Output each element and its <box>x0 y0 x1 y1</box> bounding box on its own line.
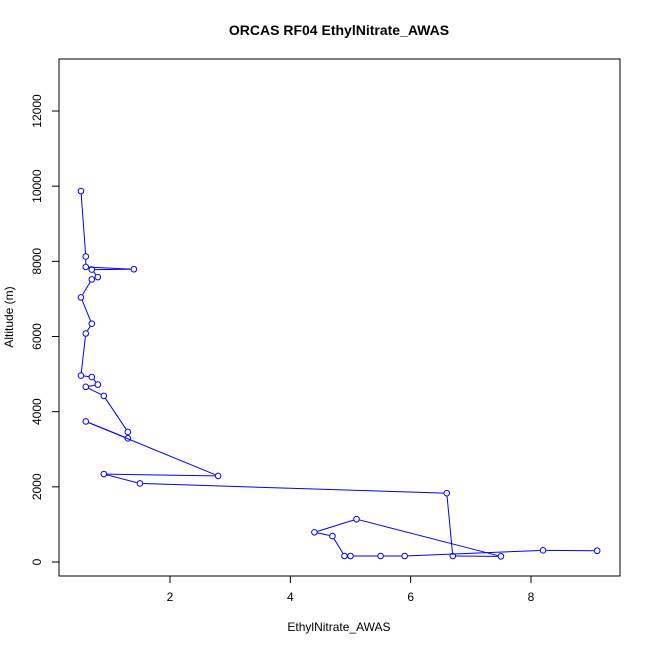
series-segment <box>143 483 444 494</box>
data-point <box>77 294 85 301</box>
data-point <box>124 428 132 436</box>
data-point <box>443 489 451 497</box>
data-point <box>100 392 108 400</box>
y-tick-label: 8000 <box>30 248 44 275</box>
series-segment <box>88 387 102 395</box>
y-axis: 0 2000 4000 6000 8000 10000 12000 <box>30 94 60 565</box>
y-tick-label: 0 <box>30 558 44 565</box>
data-point <box>124 435 132 442</box>
data-point <box>377 552 384 560</box>
series-segment <box>333 538 344 554</box>
data-point <box>401 552 408 560</box>
series-segment <box>87 326 91 332</box>
data-point <box>88 266 96 273</box>
series-segment <box>88 266 131 270</box>
series-segment <box>93 379 97 383</box>
series-segment <box>88 384 95 387</box>
series-group <box>77 187 601 560</box>
data-point <box>130 265 138 273</box>
series-segment <box>80 194 87 254</box>
data-point <box>449 552 457 560</box>
y-tick-label: 2000 <box>30 473 44 500</box>
series-segment <box>407 549 540 557</box>
data-point <box>539 547 547 554</box>
x-tick-label: 2 <box>167 590 174 604</box>
x-axis-label: EthylNitrate_AWAS <box>287 620 390 634</box>
y-tick-label: 6000 <box>30 323 44 350</box>
series-segment <box>80 336 86 373</box>
x-tick-label: 4 <box>287 590 294 604</box>
series-segment <box>81 300 92 321</box>
data-point <box>347 552 354 560</box>
data-point <box>353 515 360 523</box>
data-point <box>593 547 601 555</box>
data-point <box>100 470 108 478</box>
data-point <box>88 276 96 283</box>
y-tick-label: 12000 <box>30 94 44 128</box>
data-point <box>311 529 318 536</box>
series-segment <box>107 473 215 477</box>
data-point <box>214 472 222 480</box>
series-segment <box>84 375 89 378</box>
series-segment <box>82 281 91 295</box>
series-segment <box>317 519 354 532</box>
data-point <box>88 320 96 328</box>
data-point <box>77 372 85 379</box>
data-point <box>329 532 336 540</box>
data-point <box>82 383 90 391</box>
y-tick-label: 10000 <box>30 169 44 203</box>
series-segment <box>93 271 97 275</box>
data-point <box>82 253 90 260</box>
series-segment <box>359 519 498 557</box>
data-point <box>497 553 505 560</box>
series-segment <box>105 398 127 430</box>
data-point <box>136 480 144 487</box>
series-segment <box>317 532 330 536</box>
data-point <box>94 273 102 281</box>
x-axis: 2 4 6 8 <box>167 575 535 604</box>
data-point <box>77 187 85 195</box>
x-tick-label: 8 <box>528 590 535 604</box>
series-segment <box>88 422 216 476</box>
data-point <box>94 381 102 388</box>
data-point <box>82 418 90 425</box>
data-point <box>82 330 90 337</box>
data-point <box>82 263 90 271</box>
x-tick-label: 6 <box>407 590 414 604</box>
series-segment <box>106 474 137 484</box>
data-point <box>88 373 96 381</box>
y-axis-label: Altitude (m) <box>2 286 16 347</box>
chart-title: ORCAS RF04 EthylNitrate_AWAS <box>229 22 449 38</box>
y-tick-label: 4000 <box>30 398 44 425</box>
